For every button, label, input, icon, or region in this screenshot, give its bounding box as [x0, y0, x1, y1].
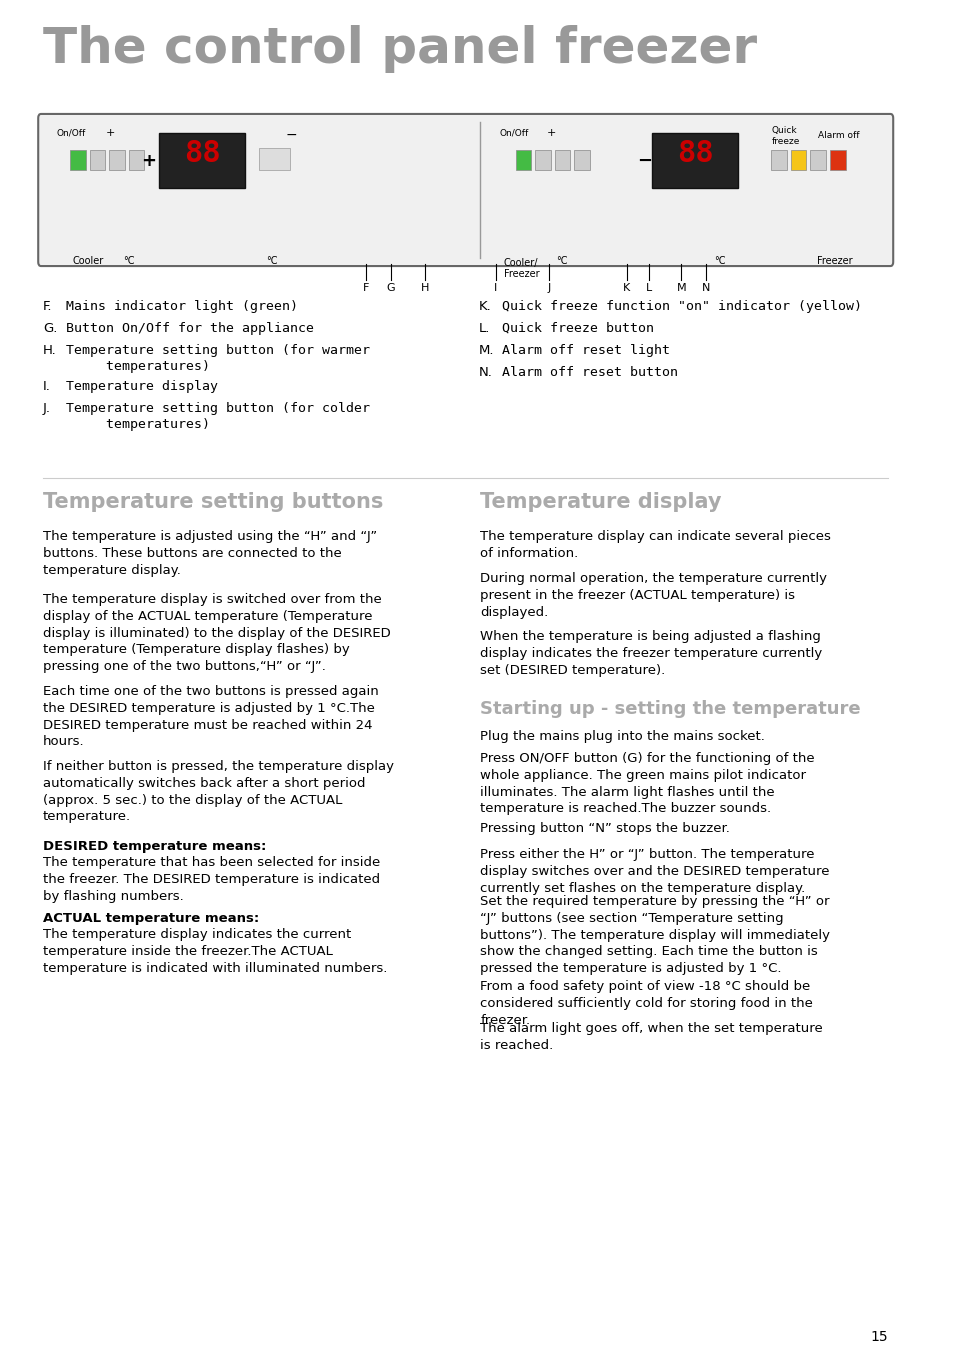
Text: 88: 88	[184, 139, 220, 168]
Text: On/Off: On/Off	[56, 128, 86, 136]
Text: Plug the mains plug into the mains socket.: Plug the mains plug into the mains socke…	[480, 730, 764, 743]
Text: I.: I.	[43, 380, 51, 393]
Text: Temperature setting buttons: Temperature setting buttons	[43, 492, 383, 512]
Text: Button On/Off for the appliance: Button On/Off for the appliance	[67, 322, 314, 335]
Text: Alarm off reset button: Alarm off reset button	[501, 366, 678, 380]
Text: The temperature that has been selected for inside
the freezer. The DESIRED tempe: The temperature that has been selected f…	[43, 857, 380, 902]
Bar	[809, 150, 825, 170]
Text: +: +	[141, 153, 155, 170]
Text: F.: F.	[43, 300, 52, 313]
Text: During normal operation, the temperature currently
present in the freezer (ACTUA: During normal operation, the temperature…	[480, 571, 826, 619]
Bar	[574, 150, 589, 170]
Text: °C: °C	[713, 255, 724, 266]
Text: °C: °C	[123, 255, 134, 266]
Text: H.: H.	[43, 345, 56, 357]
Text: Quick freeze function "on" indicator (yellow): Quick freeze function "on" indicator (ye…	[501, 300, 861, 313]
Text: The temperature display indicates the current
temperature inside the freezer.The: The temperature display indicates the cu…	[43, 928, 387, 974]
Text: Cooler: Cooler	[72, 255, 103, 266]
Bar	[652, 132, 738, 188]
Text: H: H	[420, 282, 429, 293]
Text: J: J	[546, 282, 550, 293]
Text: K.: K.	[477, 300, 491, 313]
Text: Quick freeze button: Quick freeze button	[501, 322, 653, 335]
Text: Temperature display: Temperature display	[67, 380, 218, 393]
Bar	[159, 132, 245, 188]
Text: freeze: freeze	[770, 136, 799, 146]
Bar	[535, 150, 550, 170]
Text: Temperature display: Temperature display	[480, 492, 721, 512]
Bar	[258, 149, 290, 170]
Text: Each time one of the two buttons is pressed again
the DESIRED temperature is adj: Each time one of the two buttons is pres…	[43, 685, 378, 748]
Text: If neither button is pressed, the temperature display
automatically switches bac: If neither button is pressed, the temper…	[43, 761, 394, 823]
Text: °C: °C	[556, 255, 568, 266]
Text: The control panel freezer: The control panel freezer	[43, 26, 757, 73]
Text: From a food safety point of view -18 °C should be
considered sufficiently cold f: From a food safety point of view -18 °C …	[480, 979, 812, 1027]
Text: °C: °C	[265, 255, 277, 266]
Text: −: −	[285, 128, 296, 142]
FancyBboxPatch shape	[38, 113, 892, 266]
Text: The temperature display is switched over from the
display of the ACTUAL temperat: The temperature display is switched over…	[43, 593, 391, 673]
Text: G.: G.	[43, 322, 57, 335]
Text: Pressing button “N” stops the buzzer.: Pressing button “N” stops the buzzer.	[480, 821, 729, 835]
Text: Freezer: Freezer	[503, 269, 538, 280]
Text: Cooler/: Cooler/	[503, 258, 537, 267]
Bar	[515, 150, 531, 170]
Text: The temperature is adjusted using the “H” and “J”
buttons. These buttons are con: The temperature is adjusted using the “H…	[43, 530, 376, 577]
Text: Alarm off: Alarm off	[818, 131, 859, 141]
Bar	[829, 150, 844, 170]
Text: L: L	[645, 282, 652, 293]
Text: Alarm off reset light: Alarm off reset light	[501, 345, 669, 357]
Text: +: +	[106, 128, 114, 138]
Text: Temperature setting button (for colder
     temperatures): Temperature setting button (for colder t…	[67, 403, 370, 431]
Text: Starting up - setting the temperature: Starting up - setting the temperature	[480, 700, 860, 717]
Text: On/Off: On/Off	[499, 128, 529, 136]
Bar	[129, 150, 144, 170]
Text: K: K	[622, 282, 630, 293]
Text: Press either the H” or “J” button. The temperature
display switches over and the: Press either the H” or “J” button. The t…	[480, 848, 829, 894]
Text: −: −	[724, 128, 737, 142]
Bar	[90, 150, 106, 170]
Text: 15: 15	[870, 1329, 887, 1344]
Text: Temperature setting button (for warmer
     temperatures): Temperature setting button (for warmer t…	[67, 345, 370, 373]
Text: I: I	[494, 282, 497, 293]
Text: 88: 88	[676, 139, 713, 168]
Text: Set the required temperature by pressing the “H” or
“J” buttons (see section “Te: Set the required temperature by pressing…	[480, 894, 829, 975]
Text: +: +	[546, 128, 556, 138]
Text: L.: L.	[477, 322, 489, 335]
Text: Press ON/OFF button (G) for the functioning of the
whole appliance. The green ma: Press ON/OFF button (G) for the function…	[480, 753, 814, 816]
Bar	[110, 150, 125, 170]
Text: N: N	[701, 282, 709, 293]
Bar	[770, 150, 786, 170]
Bar	[554, 150, 570, 170]
Text: Quick: Quick	[770, 126, 796, 135]
Text: Mains indicator light (green): Mains indicator light (green)	[67, 300, 298, 313]
Text: −: −	[637, 153, 651, 170]
Text: J.: J.	[43, 403, 51, 415]
Text: G: G	[386, 282, 395, 293]
Bar	[790, 150, 805, 170]
Text: Freezer: Freezer	[816, 255, 852, 266]
Text: M: M	[676, 282, 685, 293]
Text: M.: M.	[477, 345, 494, 357]
Text: DESIRED temperature means:: DESIRED temperature means:	[43, 840, 266, 852]
Text: The alarm light goes off, when the set temperature
is reached.: The alarm light goes off, when the set t…	[480, 1021, 822, 1052]
Bar	[71, 150, 86, 170]
Text: The temperature display can indicate several pieces
of information.: The temperature display can indicate sev…	[480, 530, 830, 559]
Text: N.: N.	[477, 366, 492, 380]
Text: F: F	[362, 282, 369, 293]
Text: When the temperature is being adjusted a flashing
display indicates the freezer : When the temperature is being adjusted a…	[480, 630, 821, 677]
Text: ACTUAL temperature means:: ACTUAL temperature means:	[43, 912, 259, 925]
